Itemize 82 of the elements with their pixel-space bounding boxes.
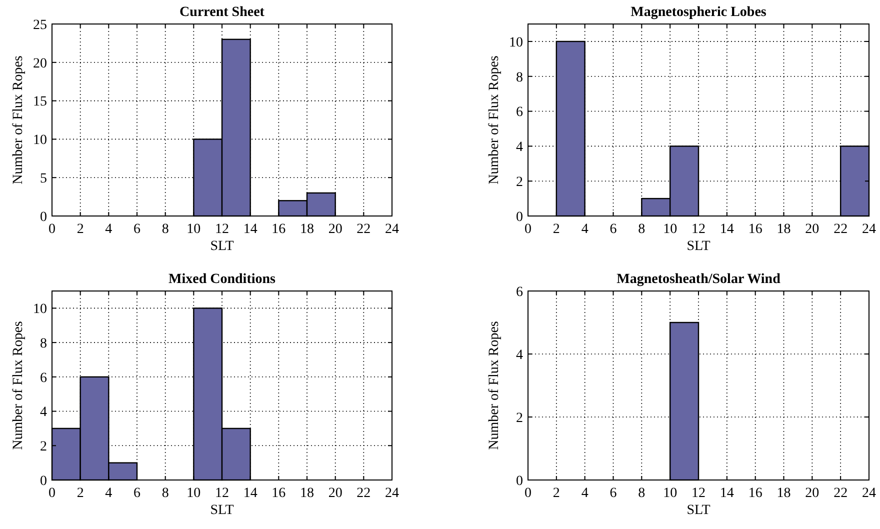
x-tick-label: 4	[581, 486, 588, 501]
x-tick-label: 20	[328, 486, 342, 501]
x-tick-label: 10	[186, 486, 201, 501]
x-tick-label: 18	[300, 222, 314, 237]
chart-title: Mixed Conditions	[168, 272, 276, 287]
y-tick-label: 2	[516, 410, 523, 426]
x-tick-label: 18	[776, 486, 791, 501]
y-tick-label: 0	[40, 474, 47, 489]
y-tick-label: 0	[40, 210, 47, 225]
x-tick-label: 6	[610, 486, 617, 501]
x-tick-label: 6	[134, 486, 140, 501]
y-tick-label: 10	[33, 302, 47, 318]
chart-title: Magnetospheric Lobes	[630, 5, 767, 20]
x-tick-label: 14	[243, 486, 258, 501]
x-tick-label: 8	[162, 486, 169, 501]
x-tick-label: 16	[272, 222, 286, 237]
x-tick-label: 10	[663, 222, 678, 237]
x-tick-label: 4	[105, 222, 112, 237]
x-tick-label: 24	[862, 222, 876, 237]
y-axis-title: Number of Flux Ropes	[487, 321, 502, 450]
x-tick-label: 4	[581, 222, 588, 237]
y-axis-title: Number of Flux Ropes	[11, 56, 26, 184]
x-tick-label: 24	[385, 222, 399, 237]
chart-title: Current Sheet	[180, 5, 265, 20]
x-axis-title: SLT	[210, 239, 234, 254]
x-tick-label: 20	[805, 222, 820, 237]
x-tick-label: 12	[215, 486, 229, 501]
y-tick-label: 10	[33, 133, 47, 148]
x-tick-label: 2	[552, 486, 560, 501]
y-tick-label: 6	[516, 105, 523, 120]
y-tick-label: 6	[40, 370, 47, 386]
x-tick-label: 2	[76, 222, 84, 237]
x-tick-label: 24	[862, 486, 876, 501]
x-tick-label: 24	[385, 486, 399, 501]
y-tick-label: 25	[33, 18, 47, 33]
x-tick-label: 22	[834, 486, 848, 501]
x-tick-label: 2	[552, 222, 560, 237]
x-tick-label: 14	[720, 222, 734, 237]
x-tick-label: 10	[663, 486, 678, 501]
y-tick-label: 2	[516, 174, 523, 190]
x-tick-label: 6	[134, 222, 140, 237]
y-tick-label: 8	[40, 336, 47, 352]
x-axis-title: SLT	[210, 503, 234, 518]
y-tick-label: 2	[40, 440, 47, 455]
x-tick-label: 14	[243, 222, 258, 237]
x-tick-label: 20	[328, 222, 342, 237]
y-tick-label: 0	[516, 474, 523, 489]
x-tick-label: 8	[638, 486, 646, 501]
y-tick-label: 4	[516, 348, 523, 363]
x-tick-label: 18	[300, 486, 314, 501]
x-tick-label: 16	[748, 486, 762, 501]
x-tick-label: 8	[638, 222, 646, 237]
x-tick-label: 8	[162, 222, 169, 237]
x-tick-label: 20	[805, 486, 820, 501]
x-tick-label: 12	[692, 222, 706, 237]
x-axis-title: SLT	[686, 239, 711, 254]
x-tick-label: 22	[356, 222, 371, 237]
x-tick-label: 14	[720, 486, 734, 501]
x-tick-label: 16	[272, 486, 286, 501]
x-axis-title: SLT	[686, 503, 711, 518]
y-tick-label: 5	[40, 172, 47, 186]
x-tick-label: 6	[610, 222, 617, 237]
x-tick-label: 18	[776, 222, 791, 237]
y-tick-label: 10	[509, 35, 523, 50]
x-tick-label: 10	[186, 222, 201, 237]
x-tick-label: 16	[748, 222, 762, 237]
y-tick-label: 0	[516, 210, 523, 225]
y-tick-label: 6	[516, 284, 523, 300]
x-tick-label: 22	[356, 486, 371, 501]
y-tick-label: 4	[516, 140, 523, 156]
y-tick-label: 20	[33, 56, 47, 72]
x-tick-label: 12	[215, 222, 229, 237]
y-tick-label: 15	[33, 94, 47, 110]
y-axis-title: Number of Flux Ropes	[11, 321, 26, 450]
chart-title: Magnetosheath/Solar Wind	[616, 272, 781, 287]
x-tick-label: 12	[692, 486, 706, 501]
y-tick-label: 8	[516, 70, 523, 86]
x-tick-label: 4	[105, 486, 112, 501]
x-tick-label: 22	[834, 222, 848, 237]
y-axis-title: Number of Flux Ropes	[487, 56, 502, 184]
y-tick-label: 4	[40, 405, 47, 420]
x-tick-label: 2	[76, 486, 84, 501]
